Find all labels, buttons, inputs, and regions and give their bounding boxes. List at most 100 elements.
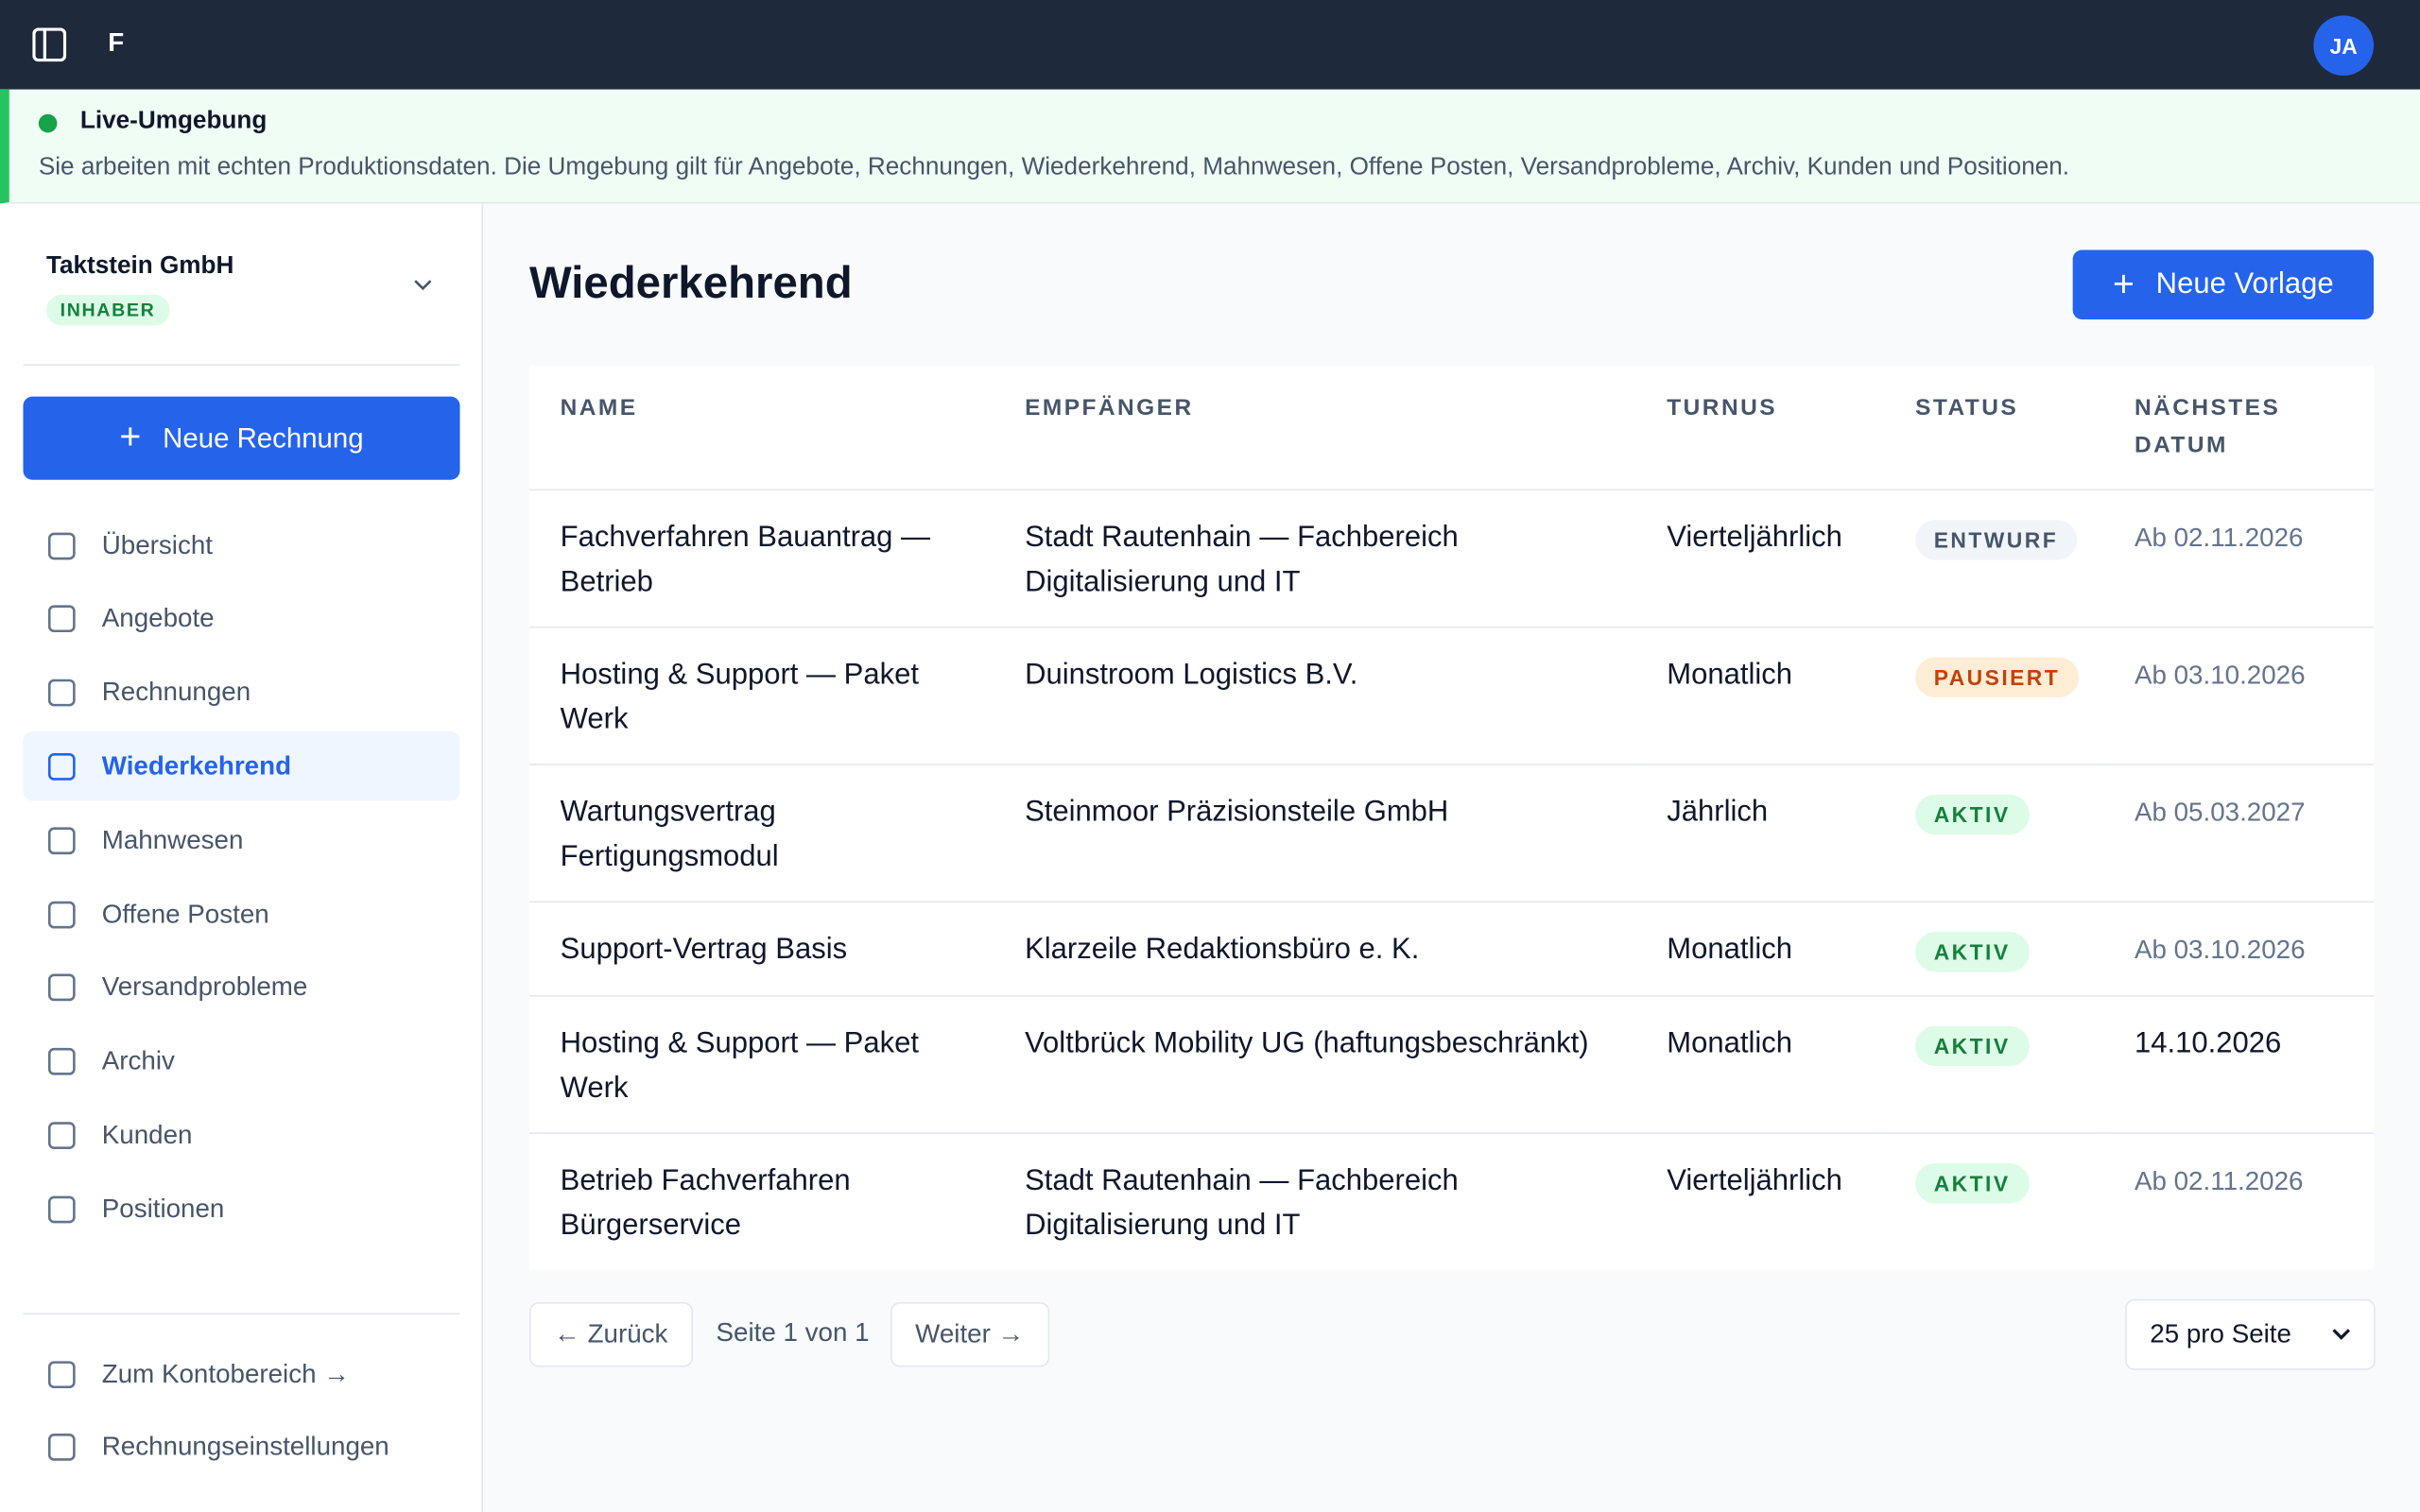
nav-item[interactable]: Mahnwesen bbox=[23, 806, 459, 875]
nav-label: Übersicht bbox=[101, 529, 213, 559]
nav-label: Positionen bbox=[101, 1194, 225, 1224]
status-badge: AKTIV bbox=[1915, 932, 2030, 972]
table-row[interactable]: Support-Vertrag Basis Klarzeile Redaktion… bbox=[528, 902, 2375, 997]
cell: Vierteljährlich bbox=[1635, 490, 1885, 628]
banner-title: Live-Umgebung bbox=[79, 108, 268, 135]
next-date: Ab 02.11.2026 bbox=[2134, 523, 2304, 553]
nav-item[interactable]: Übersicht bbox=[23, 510, 459, 579]
nav-item[interactable]: Kunden bbox=[23, 1101, 459, 1170]
column-header: NAME bbox=[528, 365, 994, 491]
cell: Fachverfahren Bauantrag — Betrieb bbox=[528, 490, 994, 628]
nav-item[interactable]: Archiv bbox=[23, 1027, 459, 1096]
cell: Ab 03.10.2026 bbox=[2103, 902, 2375, 997]
nav-icon bbox=[47, 974, 76, 1002]
cell: Ab 02.11.2026 bbox=[2103, 490, 2375, 628]
chevron[interactable] bbox=[410, 278, 435, 293]
status-badge: AKTIV bbox=[1915, 1025, 2030, 1067]
nav-item[interactable]: Rechnungen bbox=[23, 658, 459, 727]
nav-icon bbox=[47, 1048, 76, 1075]
nav-item[interactable]: Versandprobleme bbox=[23, 954, 459, 1022]
role-badge: INHABER bbox=[45, 294, 170, 326]
cell: Stadt Rautenhain — Fachbereich Digitalis… bbox=[1025, 1164, 1459, 1243]
column-header: EMPFÄNGER bbox=[994, 365, 1636, 491]
page-info: Seite 1 von 1 bbox=[716, 1317, 870, 1348]
env-banner: Live-Umgebung Sie arbeiten mit echten Pr… bbox=[0, 89, 2420, 204]
sidebar-toggle[interactable] bbox=[32, 27, 67, 62]
nav-label: Angebote bbox=[101, 603, 215, 633]
nav-icon bbox=[47, 679, 76, 707]
next-date: Ab 03.10.2026 bbox=[2134, 660, 2306, 690]
company[interactable]: Taktstein GmbH bbox=[45, 252, 234, 280]
cell: Hosting & Support — Paket Werk bbox=[528, 995, 994, 1134]
avatar[interactable]: JA bbox=[2313, 15, 2375, 76]
sidebar: Taktstein GmbH INHABER + Neue Rechnung Üb… bbox=[0, 203, 484, 1512]
cell: AKTIV bbox=[1884, 764, 2104, 903]
cell: Ab 05.03.2027 bbox=[2103, 764, 2375, 903]
nav-label: Rechnungseinstellungen bbox=[101, 1432, 389, 1462]
cell: Support-Vertrag Basis bbox=[528, 902, 994, 997]
nav-label: Mahnwesen bbox=[101, 824, 244, 854]
new-invoice-button[interactable]: + Neue Rechnung bbox=[23, 396, 460, 480]
prev-button[interactable]: ← Zurück bbox=[528, 1301, 693, 1367]
nav-icon bbox=[47, 900, 76, 928]
next-button[interactable]: Weiter → bbox=[890, 1301, 1049, 1367]
cell: Jährlich bbox=[1635, 764, 1885, 903]
status-badge: ENTWURF bbox=[1915, 520, 2077, 560]
table-row[interactable]: Fachverfahren Bauantrag — Betrieb Stadt R… bbox=[528, 490, 2375, 628]
cell: AKTIV bbox=[1884, 1133, 2103, 1269]
chevron bbox=[2332, 1329, 2351, 1340]
cell: PAUSIERT bbox=[1884, 627, 2104, 765]
column-header: TURNUS bbox=[1635, 365, 1885, 491]
nav-item[interactable]: Offene Posten bbox=[23, 880, 459, 949]
cell: Klarzeile Redaktionsbüro e. K. bbox=[994, 902, 1636, 997]
nav-item[interactable]: Positionen bbox=[23, 1175, 459, 1244]
nav-item[interactable]: Wiederkehrend bbox=[23, 731, 460, 801]
nav-label: Zum Kontobereich → bbox=[101, 1358, 351, 1388]
button-label: Neue Vorlage bbox=[2155, 267, 2334, 301]
next-date: 14.10.2026 bbox=[2134, 1027, 2282, 1060]
cell: Duinstroom Logistics B.V. bbox=[994, 627, 1636, 765]
status-badge: AKTIV bbox=[1915, 1163, 2030, 1204]
cell: Hosting & Support — Paket Werk bbox=[528, 627, 994, 765]
cell: Ab 02.11.2026 bbox=[2103, 1133, 2374, 1269]
logo[interactable]: F bbox=[108, 27, 125, 58]
nav-item[interactable]: Zum Kontobereich → bbox=[23, 1339, 459, 1408]
nav-icon bbox=[47, 605, 76, 633]
cell: Steinmoor Präzisionsteile GmbH bbox=[994, 764, 1636, 903]
nav-label: Wiederkehrend bbox=[101, 750, 292, 781]
column-header: NÄCHSTES DATUM bbox=[2103, 365, 2375, 491]
nav-icon bbox=[47, 531, 76, 559]
cell: Monatlich bbox=[1635, 995, 1885, 1134]
nav-label: Archiv bbox=[101, 1046, 175, 1076]
status-badge: PAUSIERT bbox=[1915, 657, 2079, 697]
table-row[interactable]: Hosting & Support — Paket Werk Duinstroom… bbox=[528, 627, 2375, 765]
next-date: Ab 05.03.2027 bbox=[2134, 798, 2306, 828]
per-page-select[interactable]: 25 pro Seite bbox=[2125, 1298, 2376, 1370]
table-row[interactable]: Hosting & Support — Paket Werk Voltbrück … bbox=[528, 995, 2375, 1134]
new-template-button[interactable]: + Neue Vorlage bbox=[2072, 249, 2375, 319]
cell: ENTWURF bbox=[1884, 490, 2104, 628]
divider bbox=[23, 364, 460, 366]
cell: Ab 03.10.2026 bbox=[2103, 627, 2375, 765]
banner-text: Sie arbeiten mit echten Produktionsdaten… bbox=[38, 154, 2070, 181]
table-row[interactable]: Betrieb Fachverfahren Bürgerservice Stadt… bbox=[529, 1133, 2374, 1269]
nav-item[interactable]: Rechnungseinstellungen bbox=[23, 1413, 459, 1482]
status-dot bbox=[38, 113, 58, 133]
nav-label: Kunden bbox=[101, 1120, 193, 1150]
nav-icon bbox=[47, 826, 76, 854]
next-date: Ab 02.11.2026 bbox=[2134, 1166, 2304, 1196]
button-label: Neue Rechnung bbox=[163, 421, 364, 454]
column-header: STATUS bbox=[1884, 365, 2104, 491]
topbar: F JA bbox=[0, 0, 2420, 90]
cell: Stadt Rautenhain — Fachbereich Digitalis… bbox=[994, 490, 1636, 628]
nav-item[interactable]: Angebote bbox=[23, 584, 459, 653]
page-title: Wiederkehrend bbox=[528, 259, 853, 309]
status-badge: AKTIV bbox=[1915, 794, 2030, 835]
cell: AKTIV bbox=[1884, 902, 2104, 997]
cell: 14.10.2026 bbox=[2103, 995, 2375, 1134]
table-row[interactable]: Wartungsvertrag Fertigungsmodul Steinmoor… bbox=[528, 764, 2375, 903]
nav-label: Offene Posten bbox=[101, 899, 269, 929]
